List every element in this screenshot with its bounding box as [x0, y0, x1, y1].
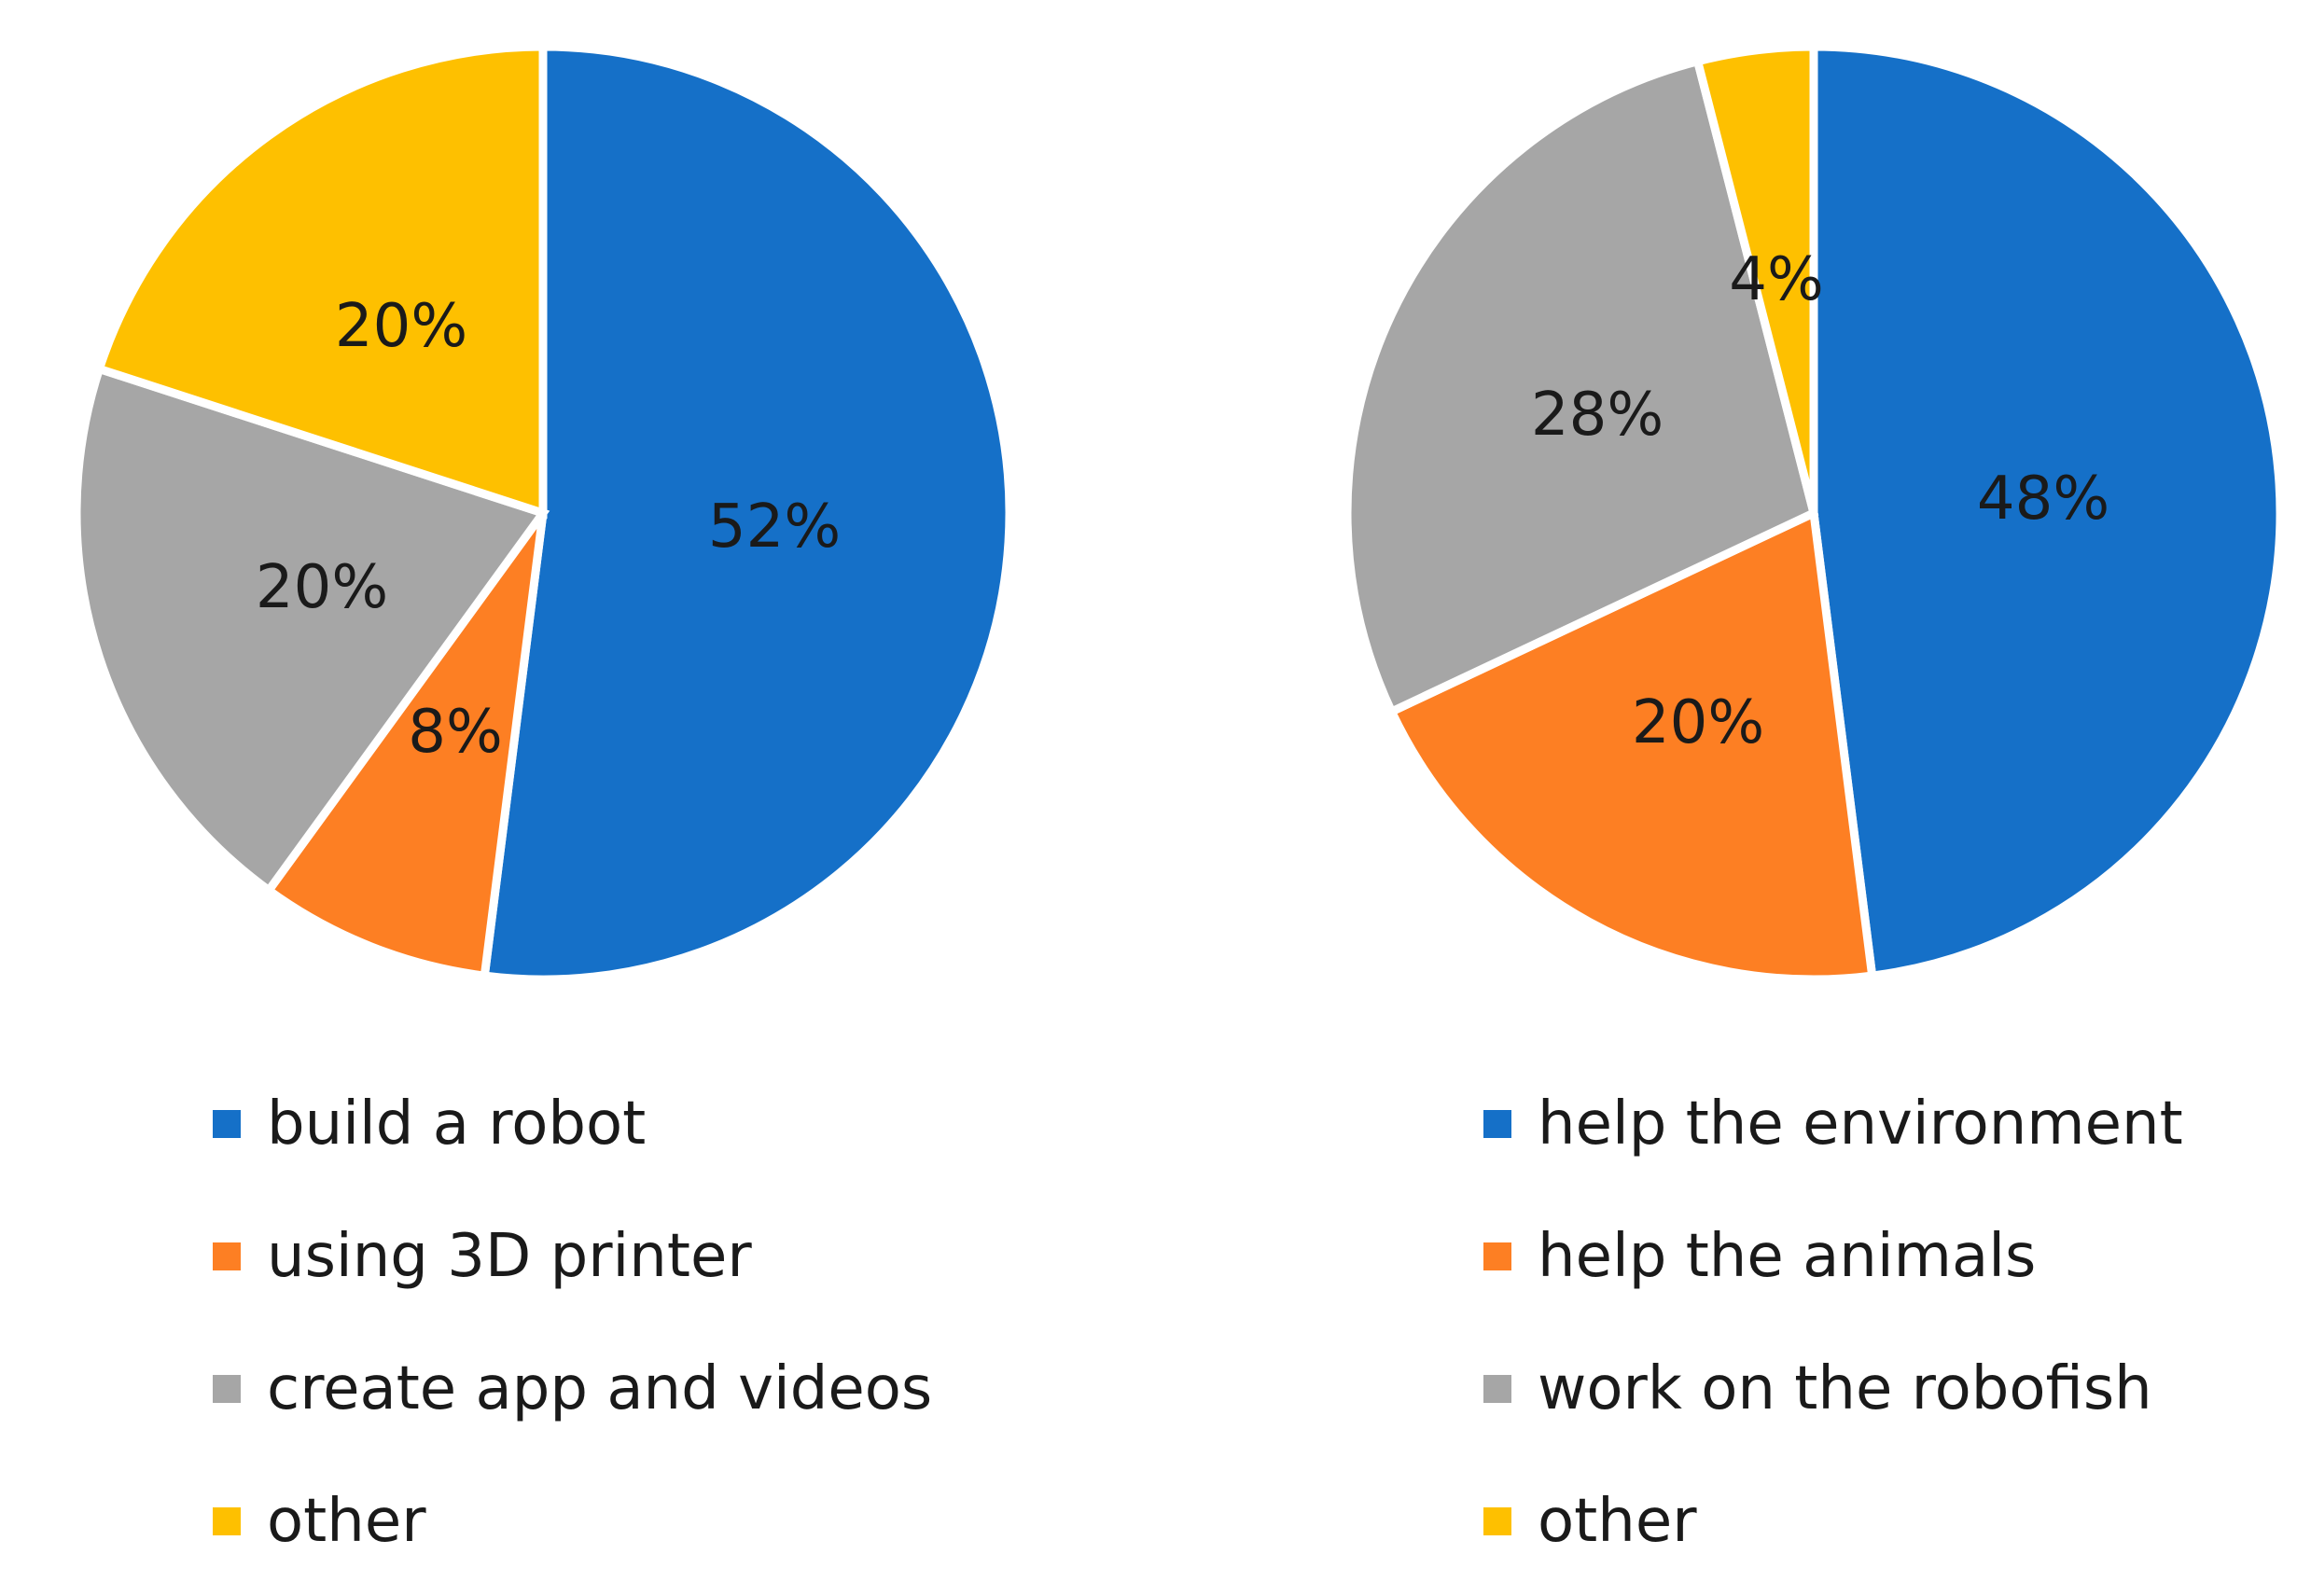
legend-swatch — [213, 1507, 241, 1535]
data-label-help-the-environment: 48% — [1977, 465, 2109, 534]
pie-chart-left: 52% 8% 20% 20% — [72, 42, 1014, 984]
legend-swatch — [1483, 1110, 1511, 1138]
legend-item-help-the-animals: help the animals — [1483, 1219, 2036, 1294]
legend-swatch — [213, 1242, 241, 1270]
legend-label: build a robot — [267, 1089, 647, 1159]
pie-slice-other — [1692, 42, 1818, 515]
legend-label: work on the robofish — [1538, 1354, 2152, 1423]
data-label-other: 4% — [1729, 245, 1824, 314]
data-label-other: 20% — [335, 292, 467, 361]
legend-item-help-the-environment: help the environment — [1483, 1087, 2183, 1161]
legend-swatch — [213, 1375, 241, 1403]
legend-label: help the environment — [1538, 1089, 2183, 1159]
legend-label: using 3D printer — [267, 1222, 752, 1291]
legend-item-create-app-and-videos: create app and videos — [213, 1352, 932, 1426]
legend-item-using-3d-printer: using 3D printer — [213, 1219, 752, 1294]
legend-label: help the animals — [1538, 1222, 2037, 1291]
pie-slice-other — [93, 42, 548, 520]
pie-slice-build-a-robot — [480, 42, 1014, 984]
legend-item-work-on-the-robofish: work on the robofish — [1483, 1352, 2152, 1426]
pie-chart-right: 48% 20% 28% 4% — [1343, 42, 2285, 984]
legend-label: other — [1538, 1487, 1697, 1556]
legend-item-other: other — [1483, 1484, 1697, 1559]
pie-slice-using-3d-printer — [262, 510, 548, 981]
data-label-build-a-robot: 52% — [708, 493, 841, 562]
pie-slice-help-the-animals — [1385, 507, 1877, 984]
legend-swatch — [1483, 1242, 1511, 1270]
legend-swatch — [1483, 1507, 1511, 1535]
data-label-help-the-animals: 20% — [1632, 688, 1764, 757]
data-label-using-3d-printer: 8% — [408, 698, 503, 767]
legend-item-other: other — [213, 1484, 426, 1559]
data-label-work-on-the-robofish: 28% — [1531, 381, 1664, 450]
pie-slice-work-on-the-robofish — [1343, 56, 1819, 717]
pie-slice-create-app-and-videos — [72, 363, 550, 896]
pie-slice-help-the-environment — [1809, 42, 2285, 981]
legend-swatch — [1483, 1375, 1511, 1403]
legend-label: other — [267, 1487, 426, 1556]
legend-label: create app and videos — [267, 1354, 933, 1423]
legend-swatch — [213, 1110, 241, 1138]
legend-item-build-a-robot: build a robot — [213, 1087, 646, 1161]
data-label-create-app-and-videos: 20% — [256, 553, 388, 622]
